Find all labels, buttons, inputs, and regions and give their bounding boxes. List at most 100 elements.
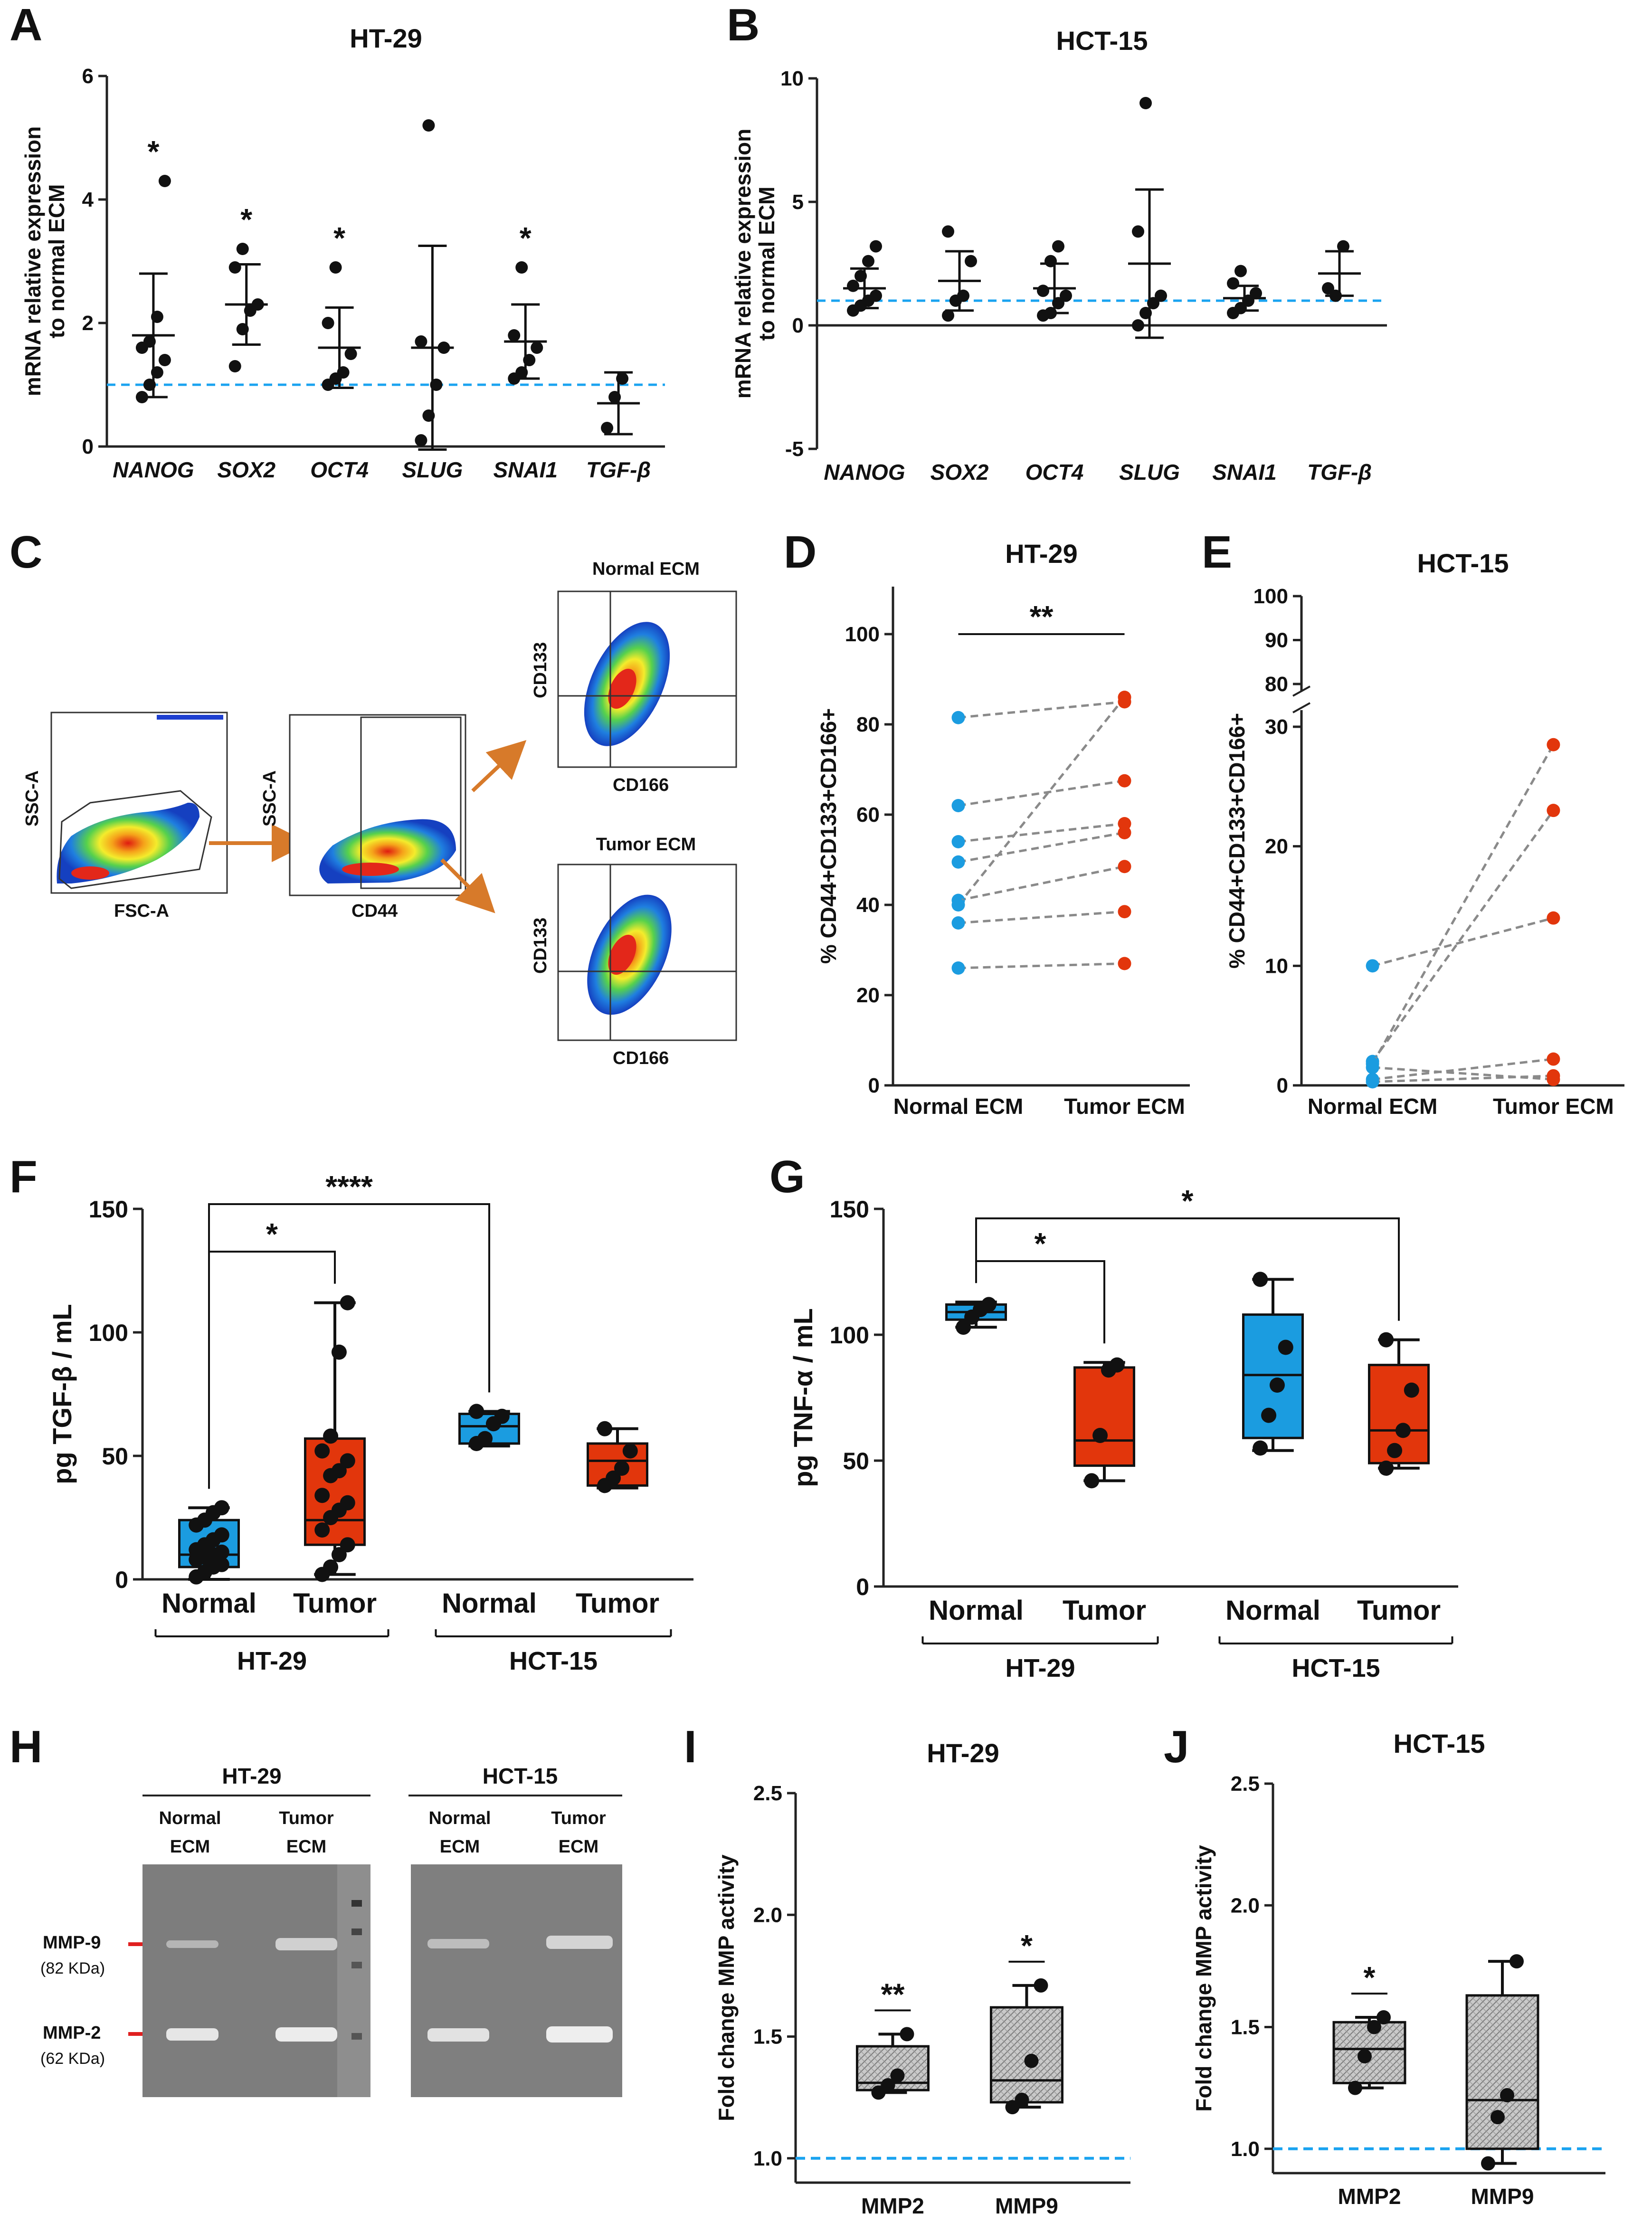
data-point [314, 1488, 330, 1503]
x-category-label: Normal ECM [893, 1094, 1023, 1119]
gel-lane-3-bottom: ECM [440, 1837, 480, 1857]
chart-title: HCT-15 [1056, 26, 1148, 56]
significance-marker: * [520, 221, 532, 255]
data-point [981, 1297, 997, 1312]
data-point [1329, 289, 1342, 302]
data-point [1378, 1460, 1394, 1476]
x-category-label: MMP9 [995, 2194, 1058, 2218]
data-point [329, 261, 342, 274]
tumor-point [1118, 860, 1131, 874]
comparison-bracket [975, 1217, 1400, 1321]
x-category-label: Tumor [576, 1588, 659, 1619]
flow-y-label-3: CD133 [531, 642, 551, 698]
data-point [515, 366, 528, 379]
flow-x-label-2: CD44 [351, 901, 398, 921]
data-point [616, 372, 629, 385]
y-axis-title: pg TNF-α / mL [788, 1308, 818, 1487]
y-tick-label: 10 [780, 67, 804, 90]
paired-connector [958, 831, 1125, 864]
data-point [135, 391, 148, 403]
data-point [251, 298, 264, 311]
data-point [143, 379, 156, 391]
data-point [1242, 294, 1254, 307]
x-category-label: SLUG [1119, 460, 1180, 484]
data-point [228, 360, 241, 372]
y-tick-label: 0 [1277, 1074, 1288, 1097]
data-point [1234, 265, 1247, 277]
box [1368, 1364, 1430, 1464]
data-point [956, 1320, 971, 1335]
chart-j-hct15-mmp: HCT-15 1.0 1.5 2.0 2.5 Fold change MMP activi… [1191, 1729, 1605, 2209]
flow-x-label-4: CD166 [613, 1048, 669, 1068]
data-point [1322, 282, 1334, 294]
data-point [477, 1431, 493, 1446]
tumor-point [1547, 1052, 1560, 1066]
data-point [331, 1547, 347, 1562]
flow-y-label-2: SSC-A [260, 770, 280, 826]
data-point [1234, 302, 1247, 314]
significance-marker: * [1035, 1226, 1046, 1261]
paired-connector [958, 865, 1125, 902]
data-point [1250, 287, 1262, 300]
y-tick-label: 0 [115, 1567, 128, 1593]
x-category-label: MMP2 [861, 2194, 924, 2218]
y-axis-title-line2: to normal ECM [754, 187, 779, 341]
gel-image-right [411, 1864, 622, 2097]
x-category-label: SLUG [402, 457, 463, 482]
data-point [515, 261, 528, 274]
data-point [1147, 297, 1159, 310]
normal-point [1366, 959, 1379, 973]
x-category-label: NANOG [113, 457, 194, 482]
data-point [1481, 2156, 1495, 2171]
axis-break-mark [1292, 702, 1310, 713]
data-point [143, 335, 156, 348]
chart-d-ht29-cd-markers: HT-29 0 20 40 60 80 100 % CD44+CD133+CD166+ Norm… [816, 539, 1190, 1119]
gel-lane-2-bottom: ECM [286, 1837, 326, 1857]
tumor-point [1547, 911, 1560, 925]
data-point [331, 1344, 347, 1360]
chart-title: HT-29 [1005, 539, 1078, 569]
data-point [1404, 1382, 1419, 1398]
significance-marker: * [1021, 1928, 1033, 1963]
significance-marker: * [1182, 1184, 1194, 1218]
gel-image-left [142, 1864, 337, 2097]
data-point [314, 1522, 330, 1538]
data-point [1337, 240, 1349, 253]
zymography-gel: HT-29 HCT-15 Normal ECM Tumor ECM Normal… [40, 1764, 622, 2097]
x-category-label: TGF-β [586, 457, 651, 482]
flow-label-tumor: Tumor ECM [596, 835, 696, 855]
significance-marker: **** [325, 1169, 373, 1204]
y-tick-label: 2.5 [1231, 1772, 1260, 1796]
data-point [1037, 285, 1049, 297]
flow-cytometry-gating: FSC-A SSC-A CD44 SSC-A Normal ECM CD166 … [22, 559, 737, 1068]
data-point [1253, 1272, 1268, 1287]
chart-title: HCT-15 [1417, 548, 1509, 578]
paired-connector [1372, 1074, 1554, 1083]
paired-connector [958, 701, 1125, 719]
data-point [323, 1559, 339, 1575]
gel-lane-1-bottom: ECM [170, 1837, 210, 1857]
chart-f-tgf-beta: 0 50 100 150 pg TGF-β / mL Normal Tumor Normal T… [47, 1169, 693, 1675]
y-tick-label: 50 [843, 1448, 869, 1474]
x-category-label: Tumor ECM [1493, 1094, 1614, 1119]
chart-title: HT-29 [350, 23, 422, 53]
x-category-label: Tumor [1063, 1595, 1146, 1626]
flow-plot-fsc-ssc: FSC-A SSC-A [22, 712, 228, 921]
x-category-label: SOX2 [930, 460, 989, 484]
group-label: HT-29 [1005, 1654, 1075, 1682]
gel-band-mmp9: MMP-9 [43, 1933, 101, 1953]
data-point [942, 309, 954, 322]
x-category-label: Normal [442, 1588, 537, 1619]
panel-letter-d: D [784, 527, 817, 578]
gel-band-mmp2: MMP-2 [43, 2023, 101, 2043]
paired-connector [958, 962, 1125, 969]
panel-letter-g: G [769, 1151, 805, 1202]
gel-group-2: HCT-15 [483, 1764, 558, 1788]
y-tick-label: 6 [82, 65, 94, 88]
data-point [323, 1428, 339, 1444]
gel-lane-3-top: Normal [429, 1808, 491, 1828]
significance-marker: * [147, 134, 159, 169]
